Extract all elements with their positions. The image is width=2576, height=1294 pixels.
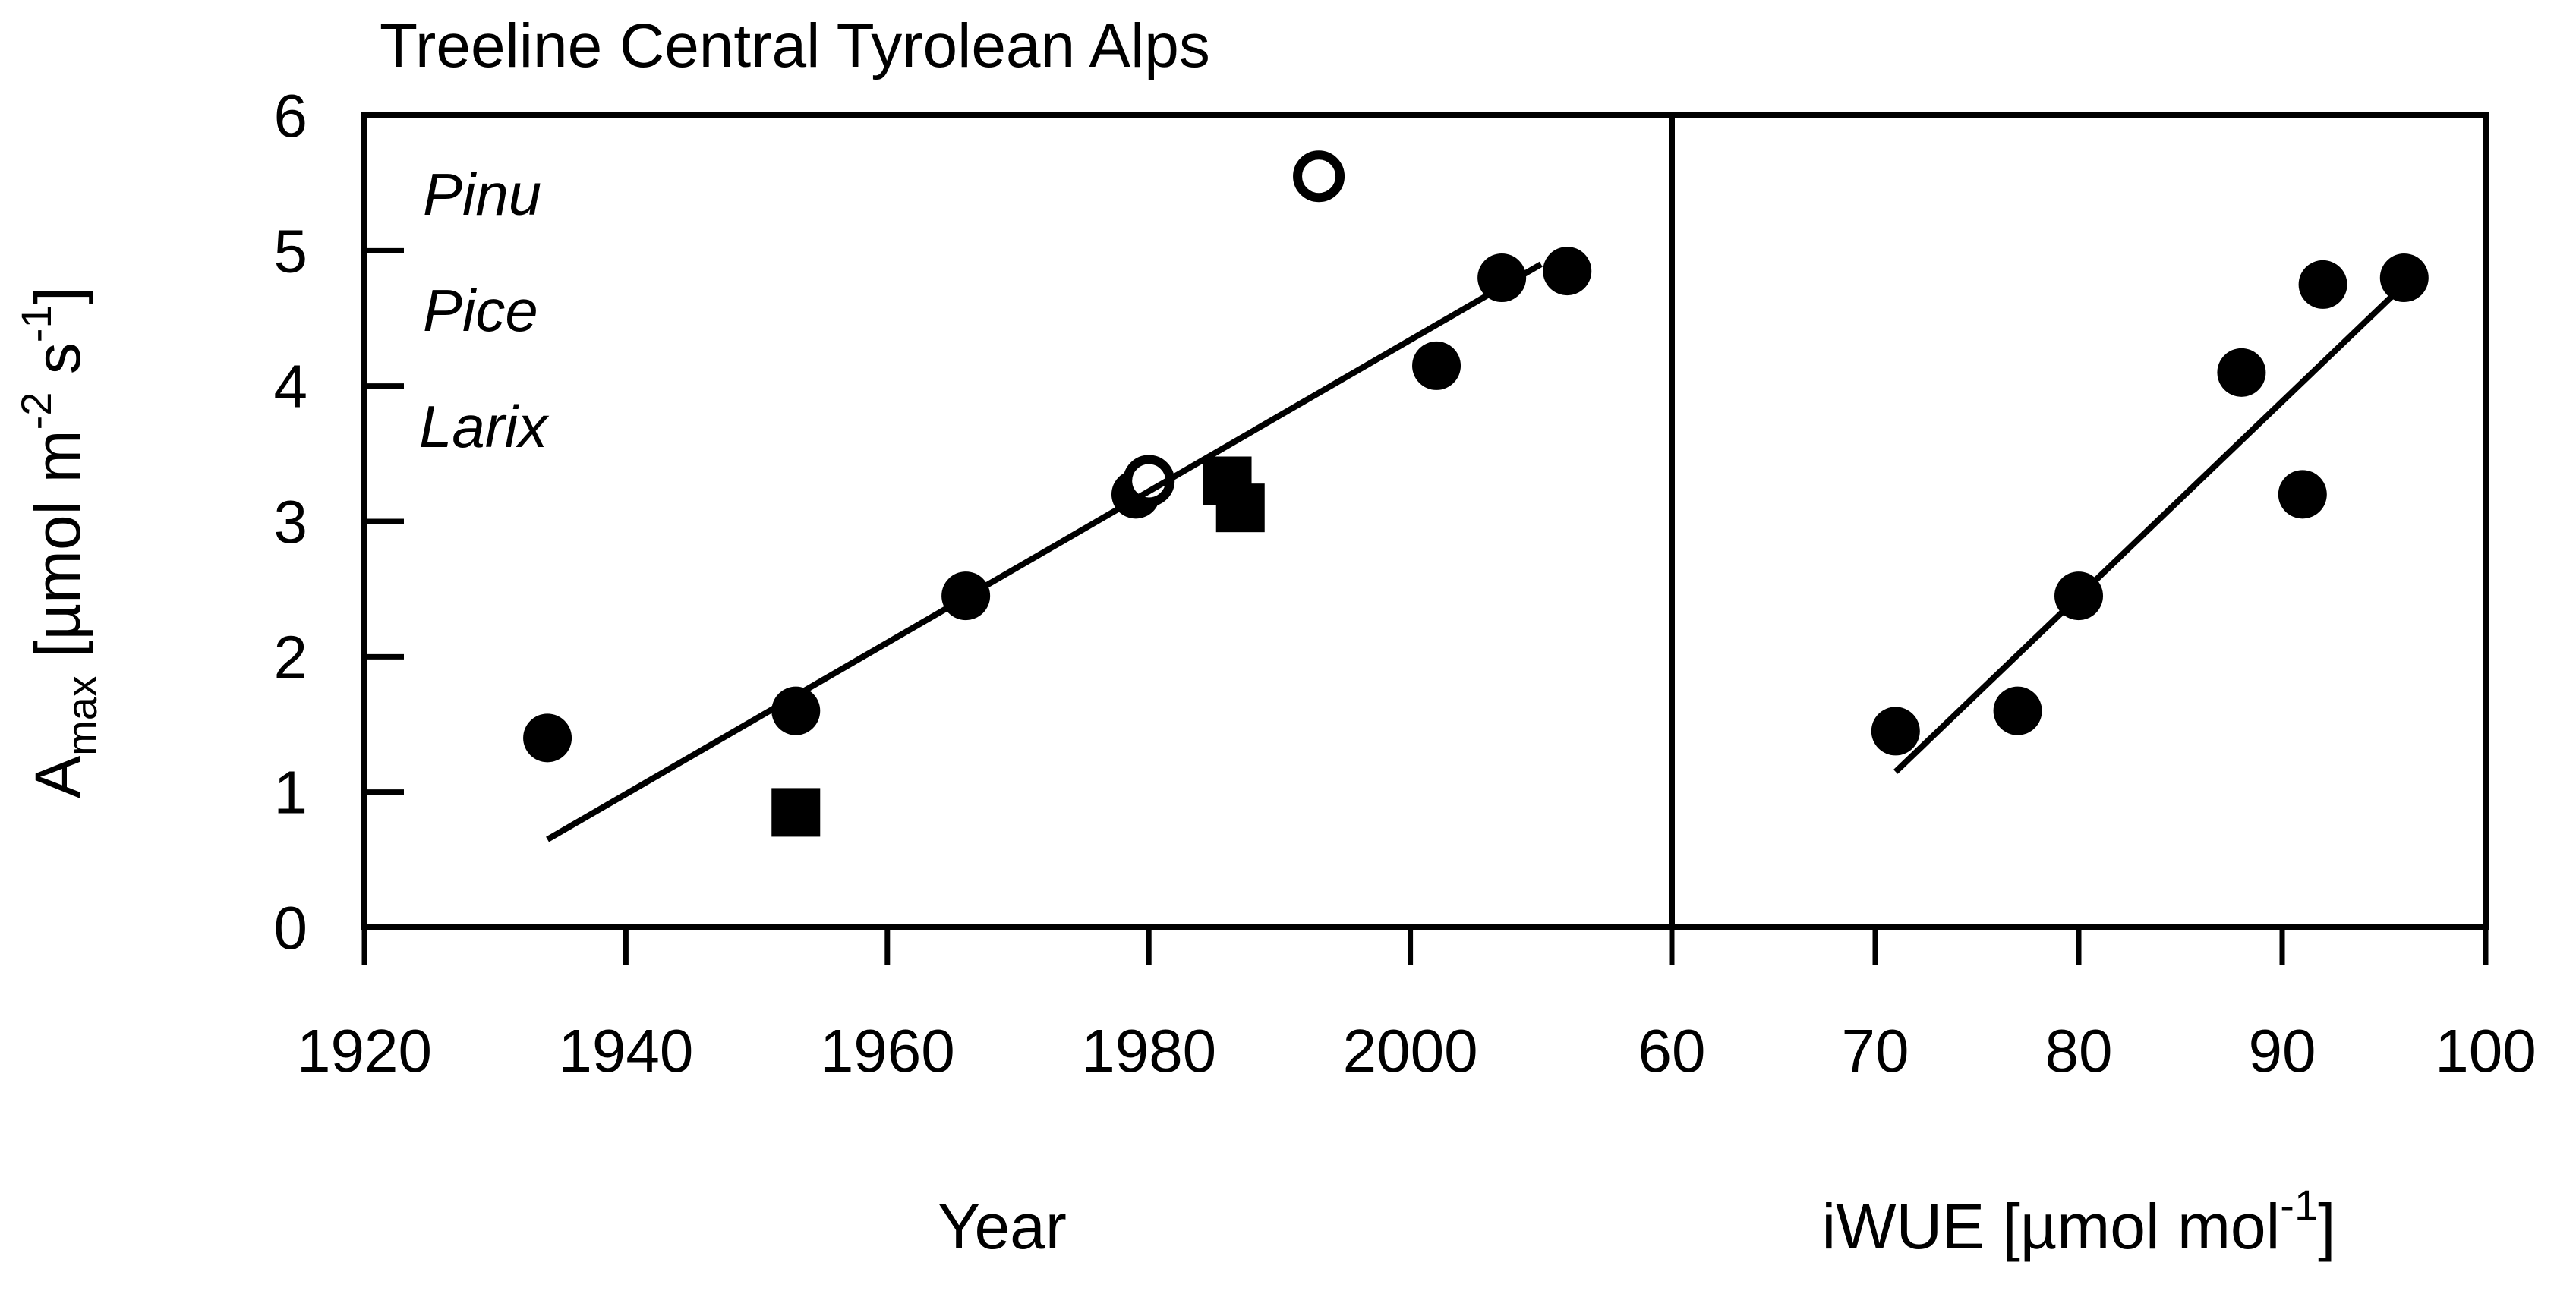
y-axis-label-amax: Amax [µmol m-2 s-1] (12, 287, 106, 798)
y-tick-label-5: 5 (274, 217, 308, 285)
legend-item-pinus: Pinu (423, 161, 541, 228)
y-tick-label-4: 4 (274, 353, 308, 420)
x-axis-label-year: Year (938, 1191, 1067, 1262)
x-tick-label-1960: 1960 (820, 1017, 955, 1085)
regression-line-right (1893, 282, 2407, 774)
x-tick-label-90: 90 (2249, 1017, 2316, 1085)
data-point-square-filled (771, 788, 821, 837)
x-tick-label-1920: 1920 (297, 1017, 432, 1085)
data-point-circle-open (1293, 150, 1345, 203)
y-tick-label-1: 1 (274, 759, 308, 826)
data-point-circle-filled (1543, 247, 1592, 296)
legend: Pinu Pice Larix (419, 161, 550, 460)
right-panel-iwue-plot: 60 70 80 90 100 (1638, 253, 2537, 1085)
y-tick-label-3: 3 (274, 488, 308, 556)
legend-item-picea: Pice (423, 277, 538, 344)
x-tick-label-70: 70 (1842, 1017, 1909, 1085)
x-axis-label-iwue: iWUE [µmol mol-1] (1822, 1181, 2336, 1262)
data-point-circle-filled (2217, 348, 2266, 397)
data-point-circle-filled (523, 713, 572, 763)
data-point-circle-filled (771, 686, 821, 735)
data-point-circle-filled (1871, 707, 1920, 756)
x-tick-label-1980: 1980 (1081, 1017, 1216, 1085)
data-point-square-filled (1215, 483, 1265, 533)
x-tick-label-1940: 1940 (558, 1017, 693, 1085)
data-point-circle-filled (1993, 686, 2042, 735)
y-tick-label-2: 2 (274, 623, 308, 691)
chart-title: Treeline Central Tyrolean Alps (380, 11, 1210, 80)
data-point-circle-filled (2298, 260, 2347, 309)
legend-item-larix: Larix (419, 393, 550, 460)
plot-border (361, 112, 2489, 930)
left-panel-year-plot: 1920 1940 1960 1980 2000 0 1 2 3 4 5 6 (274, 82, 1592, 1085)
data-point-circle-filled (1477, 253, 1527, 302)
data-point-circle-filled (2379, 253, 2429, 302)
x-tick-label-80: 80 (2045, 1017, 2113, 1085)
data-point-circle-filled (2278, 470, 2327, 519)
x-tick-label-60: 60 (1638, 1017, 1706, 1085)
y-tick-label-6: 6 (274, 82, 308, 150)
x-tick-label-2000: 2000 (1343, 1017, 1478, 1085)
regression-line-left (546, 261, 1543, 842)
y-tick-label-0: 0 (274, 894, 308, 962)
data-point-circle-filled (1412, 341, 1461, 390)
x-tick-label-100: 100 (2435, 1017, 2536, 1085)
